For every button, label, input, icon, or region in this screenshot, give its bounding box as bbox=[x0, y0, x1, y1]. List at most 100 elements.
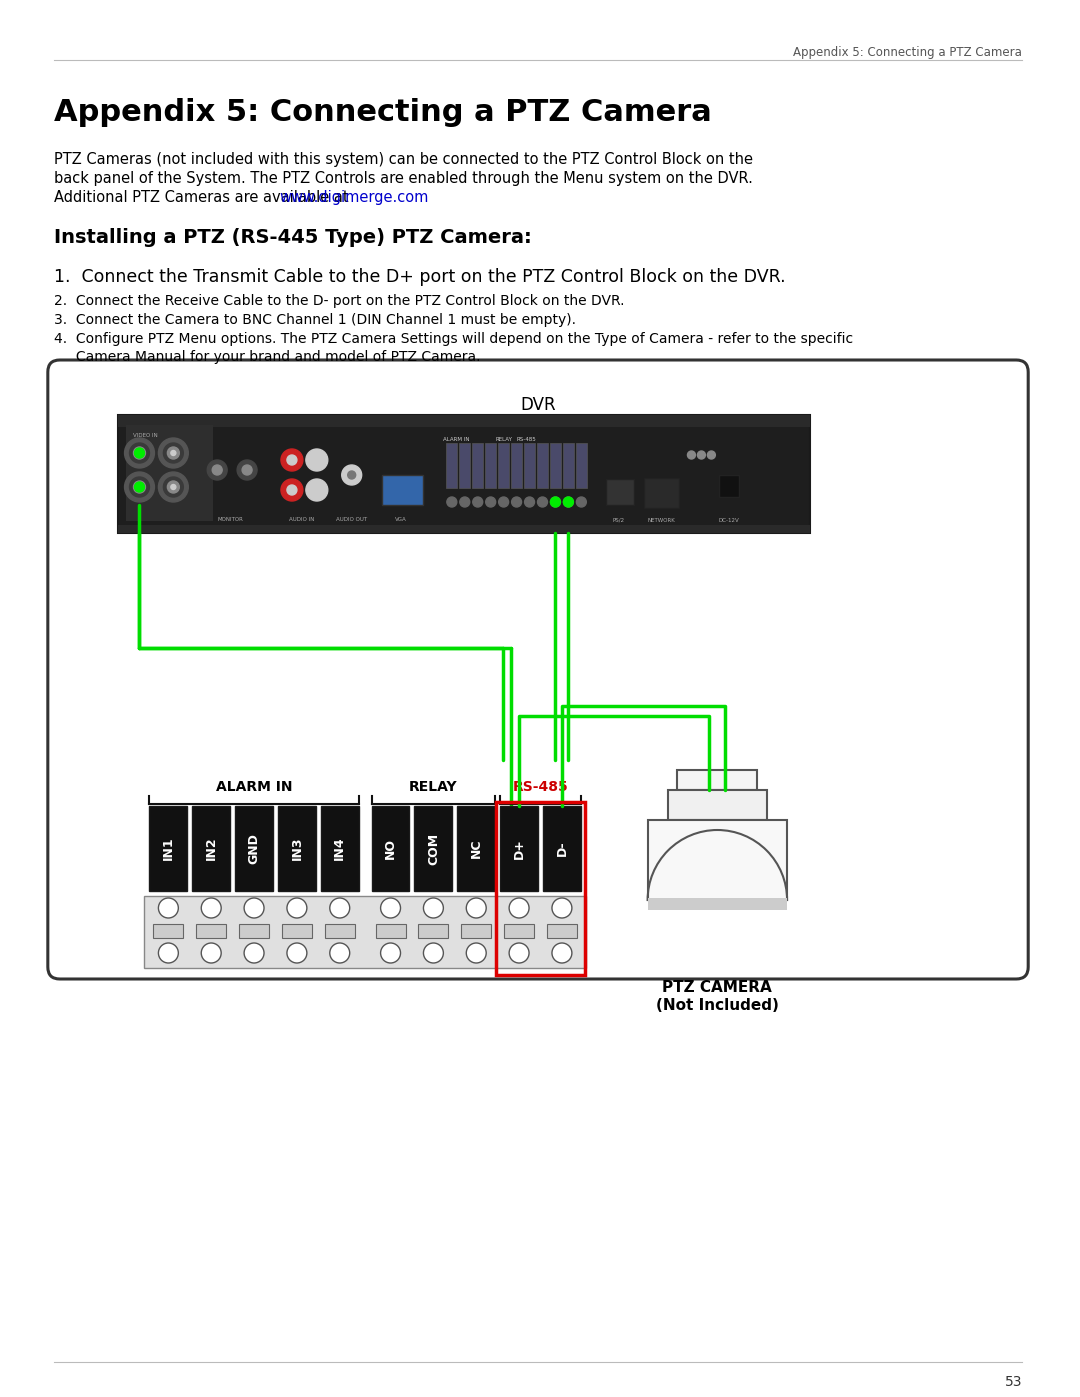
Text: AUDIO IN: AUDIO IN bbox=[289, 517, 314, 522]
Circle shape bbox=[552, 898, 572, 918]
Bar bbox=[282, 923, 312, 937]
Circle shape bbox=[137, 450, 141, 455]
Circle shape bbox=[244, 943, 264, 963]
Bar bbox=[504, 923, 534, 937]
Circle shape bbox=[423, 943, 444, 963]
Circle shape bbox=[159, 943, 178, 963]
Circle shape bbox=[167, 481, 179, 493]
Circle shape bbox=[525, 497, 535, 507]
Bar bbox=[118, 525, 810, 534]
Text: RELAY: RELAY bbox=[409, 780, 458, 793]
Circle shape bbox=[130, 476, 149, 497]
Bar bbox=[524, 443, 535, 488]
Bar bbox=[239, 923, 269, 937]
Text: RS-485: RS-485 bbox=[513, 780, 568, 793]
Bar bbox=[153, 923, 184, 937]
Text: IN2: IN2 bbox=[205, 837, 218, 861]
Text: IN1: IN1 bbox=[162, 837, 175, 861]
Circle shape bbox=[551, 497, 561, 507]
Circle shape bbox=[447, 497, 457, 507]
Circle shape bbox=[509, 898, 529, 918]
Bar bbox=[648, 898, 787, 909]
Bar bbox=[648, 820, 787, 900]
Circle shape bbox=[312, 485, 322, 495]
Circle shape bbox=[124, 439, 154, 468]
Text: NO: NO bbox=[384, 838, 397, 859]
Text: PTZ CAMERA: PTZ CAMERA bbox=[662, 981, 772, 995]
Text: RELAY: RELAY bbox=[496, 437, 513, 441]
Circle shape bbox=[212, 465, 222, 475]
Bar bbox=[459, 443, 470, 488]
Circle shape bbox=[159, 472, 188, 502]
Text: 3.  Connect the Camera to BNC Channel 1 (DIN Channel 1 must be empty).: 3. Connect the Camera to BNC Channel 1 (… bbox=[54, 313, 576, 327]
Circle shape bbox=[207, 460, 227, 481]
Circle shape bbox=[201, 898, 221, 918]
Bar bbox=[563, 443, 573, 488]
Circle shape bbox=[135, 448, 145, 458]
Circle shape bbox=[287, 455, 297, 465]
Bar bbox=[500, 806, 538, 891]
Bar bbox=[498, 443, 509, 488]
Circle shape bbox=[306, 448, 328, 471]
Bar bbox=[415, 806, 453, 891]
Text: RS-485: RS-485 bbox=[516, 437, 536, 441]
Circle shape bbox=[538, 497, 548, 507]
Circle shape bbox=[341, 465, 362, 485]
Circle shape bbox=[423, 898, 444, 918]
Circle shape bbox=[238, 460, 257, 481]
Circle shape bbox=[287, 943, 307, 963]
Circle shape bbox=[552, 943, 572, 963]
Text: DVR: DVR bbox=[521, 395, 556, 414]
Circle shape bbox=[134, 447, 146, 460]
Bar bbox=[472, 443, 483, 488]
Circle shape bbox=[163, 476, 184, 497]
Text: DC-12V: DC-12V bbox=[719, 518, 740, 522]
Bar bbox=[511, 443, 522, 488]
Text: GND: GND bbox=[247, 833, 260, 863]
Text: 53: 53 bbox=[1004, 1375, 1023, 1389]
Bar bbox=[145, 895, 585, 968]
Text: MONITOR: MONITOR bbox=[217, 517, 243, 522]
Circle shape bbox=[137, 485, 141, 489]
Bar bbox=[485, 443, 496, 488]
Bar bbox=[457, 806, 495, 891]
Circle shape bbox=[577, 497, 586, 507]
Bar bbox=[192, 806, 230, 891]
Circle shape bbox=[329, 898, 350, 918]
Bar bbox=[461, 923, 491, 937]
Bar bbox=[381, 475, 423, 504]
Circle shape bbox=[124, 472, 154, 502]
Circle shape bbox=[707, 451, 715, 460]
Circle shape bbox=[201, 943, 221, 963]
Bar bbox=[648, 820, 787, 900]
Bar bbox=[576, 443, 586, 488]
Bar bbox=[278, 806, 315, 891]
Bar bbox=[550, 443, 561, 488]
Text: back panel of the System. The PTZ Controls are enabled through the Menu system o: back panel of the System. The PTZ Contro… bbox=[54, 170, 753, 186]
Circle shape bbox=[698, 451, 705, 460]
Bar bbox=[372, 806, 409, 891]
Circle shape bbox=[171, 450, 176, 455]
Circle shape bbox=[135, 482, 145, 492]
Text: 4.  Configure PTZ Menu options. The PTZ Camera Settings will depend on the Type : 4. Configure PTZ Menu options. The PTZ C… bbox=[54, 332, 853, 346]
Circle shape bbox=[130, 443, 149, 462]
FancyBboxPatch shape bbox=[48, 360, 1028, 979]
Text: Additional PTZ Cameras are available at: Additional PTZ Cameras are available at bbox=[54, 190, 353, 205]
Circle shape bbox=[329, 943, 350, 963]
Circle shape bbox=[486, 497, 496, 507]
Bar bbox=[546, 923, 577, 937]
Circle shape bbox=[473, 497, 483, 507]
Bar bbox=[667, 789, 767, 820]
Bar bbox=[537, 443, 548, 488]
Circle shape bbox=[564, 497, 573, 507]
Circle shape bbox=[467, 943, 486, 963]
Bar bbox=[719, 475, 740, 497]
Bar bbox=[197, 923, 226, 937]
Bar bbox=[118, 415, 810, 534]
Circle shape bbox=[380, 898, 401, 918]
Wedge shape bbox=[648, 830, 787, 900]
Text: NC: NC bbox=[470, 838, 483, 858]
Circle shape bbox=[688, 451, 696, 460]
Circle shape bbox=[163, 443, 184, 462]
Text: AUDIO OUT: AUDIO OUT bbox=[336, 517, 367, 522]
